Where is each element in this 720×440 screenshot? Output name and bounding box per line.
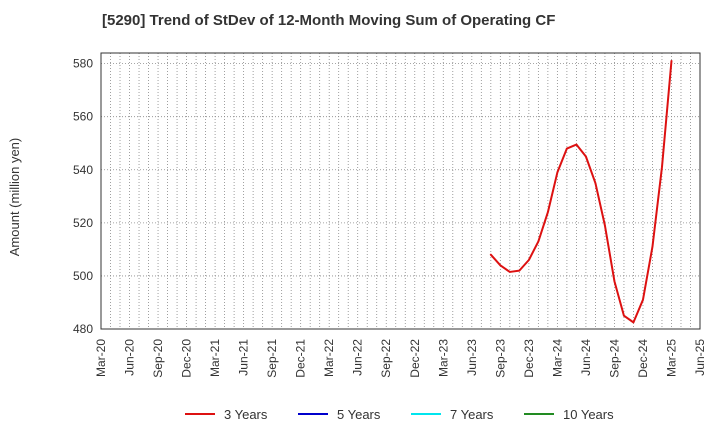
x-tick-label: Mar-24 — [550, 339, 564, 377]
x-tick-label: Mar-23 — [436, 339, 450, 377]
x-tick-label: Dec-24 — [636, 339, 650, 378]
x-tick-label: Jun-22 — [351, 339, 365, 376]
x-tick-label: Sep-24 — [607, 339, 621, 378]
legend-label-7-years: 7 Years — [450, 407, 494, 422]
legend: 3 Years 5 Years 7 Years 10 Years — [185, 407, 614, 422]
x-tick-label: Dec-20 — [180, 339, 194, 378]
x-tick-label: Mar-22 — [322, 339, 336, 377]
x-tick-label: Mar-21 — [208, 339, 222, 377]
y-tick-label: 560 — [73, 110, 93, 124]
x-tick-labels: Mar-20 Jun-20 Sep-20 Dec-20 Mar-21 Jun-21 Sep-… — [94, 339, 707, 378]
x-tick-label: Sep-21 — [265, 339, 279, 378]
y-axis-title: Amount (million yen) — [7, 138, 22, 257]
x-tick-label: Jun-24 — [579, 339, 593, 376]
x-tick-label: Jun-23 — [465, 339, 479, 376]
series-line-3-years — [489, 59, 673, 324]
y-tick-label: 520 — [73, 216, 93, 230]
x-tick-label: Jun-20 — [123, 339, 137, 376]
x-tick-label: Mar-25 — [664, 339, 678, 377]
series-layer — [489, 59, 673, 324]
y-tick-label: 480 — [73, 322, 93, 336]
plot-frame — [100, 52, 701, 330]
x-tick-label: Dec-22 — [408, 339, 422, 378]
legend-label-5-years: 5 Years — [337, 407, 381, 422]
x-tick-label: Sep-23 — [493, 339, 507, 378]
y-tick-labels: 480 500 520 540 560 580 — [73, 57, 93, 336]
legend-label-3-years: 3 Years — [224, 407, 268, 422]
x-tick-label: Dec-21 — [294, 339, 308, 378]
chart-title: [5290] Trend of StDev of 12-Month Moving… — [102, 12, 556, 29]
y-tick-label: 580 — [73, 57, 93, 71]
x-tick-label: Dec-23 — [522, 339, 536, 378]
y-tick-label: 500 — [73, 269, 93, 283]
x-tick-label: Sep-20 — [151, 339, 165, 378]
x-tick-label: Jun-25 — [693, 339, 707, 376]
x-tick-label: Jun-21 — [237, 339, 251, 376]
y-tick-label: 540 — [73, 163, 93, 177]
grid-layer — [101, 53, 700, 330]
legend-label-10-years: 10 Years — [563, 407, 614, 422]
x-tick-label: Mar-20 — [94, 339, 108, 377]
x-tick-label: Sep-22 — [379, 339, 393, 378]
